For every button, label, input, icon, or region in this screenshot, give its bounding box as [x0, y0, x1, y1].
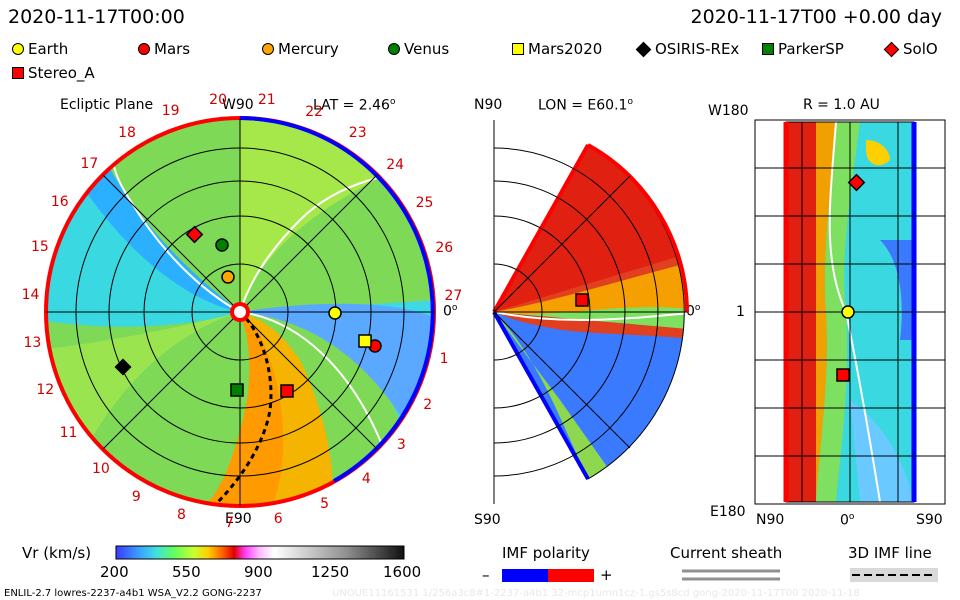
rotation-number: 6: [273, 511, 283, 528]
imf-negative-swatch: [502, 569, 548, 582]
meridional-grid: [493, 120, 687, 504]
earth-marker-icon: [12, 43, 24, 55]
parkersp-marker-icon: [762, 43, 774, 55]
colorbar-tick-1600: 1600: [383, 563, 422, 581]
rotation-number: 12: [36, 382, 55, 399]
mars-marker-icon: [138, 43, 150, 55]
rotation-number: 18: [118, 124, 136, 141]
imf-plus-label: +: [600, 566, 613, 584]
rotation-number: 2: [423, 396, 433, 413]
rotation-number: 11: [59, 424, 78, 441]
colorbar-tick-1250: 1250: [311, 563, 350, 581]
rotation-number: 26: [435, 239, 454, 256]
rotation-number: 23: [348, 125, 367, 142]
stereo-a-marker-icon: [12, 67, 24, 79]
longitude-label: LON = E60.1o: [538, 97, 633, 114]
colorbar-tick-200: 200: [100, 563, 129, 581]
legend-venus: Venus: [388, 40, 449, 58]
earth-icon: [328, 306, 342, 320]
mercury-icon: [221, 270, 235, 284]
radial-x-left-label: N90: [756, 512, 785, 528]
meridional-bottom-label: S90: [474, 512, 501, 528]
rotation-number: 16: [50, 194, 69, 211]
rotation-number: 5: [320, 496, 329, 513]
rotation-number: 22: [305, 103, 324, 120]
osiris-rex-icon: [114, 358, 132, 376]
ecliptic-right-label: 0o: [443, 303, 458, 320]
colorbar-label: Vr (km/s): [22, 544, 92, 562]
radial-top-left-label: W180: [708, 103, 749, 119]
legend-mars: Mars: [138, 40, 190, 58]
mars2020-icon: [358, 334, 372, 348]
rotation-number: 15: [30, 238, 49, 255]
radial-mid-label: 1: [736, 304, 745, 320]
imf-line-label: 3D IMF line: [848, 544, 932, 562]
radial-earth-icon: [841, 305, 855, 319]
ecliptic-top-label: W90: [222, 97, 254, 113]
mercury-marker-icon: [262, 43, 274, 55]
mars2020-marker-icon: [512, 43, 524, 55]
rotation-number: 14: [21, 286, 40, 303]
rotation-number: 10: [92, 461, 110, 478]
legend-mars2020: Mars2020: [512, 40, 602, 58]
imf-minus-label: –: [482, 566, 490, 584]
colorbar-tick-550: 550: [172, 563, 201, 581]
ecliptic-bottom-label: E90: [225, 511, 252, 527]
meridional-top-label: N90: [474, 97, 503, 113]
radial-bottom-left-label: E180: [710, 504, 746, 520]
left-timestamp: 2020-11-17T00:00: [8, 6, 185, 28]
rotation-number: 7: [225, 514, 235, 531]
rotation-number: 4: [361, 471, 371, 488]
rotation-number: 8: [177, 507, 186, 524]
rotation-number: 1: [439, 350, 449, 367]
legend-stereo-a: Stereo_A: [12, 64, 95, 82]
radial-stereo-a-icon: [836, 368, 850, 382]
rotation-number: 13: [23, 335, 42, 352]
radial-grid: [754, 119, 946, 505]
rotation-number: 19: [161, 103, 180, 120]
legend-osiris-rex: OSIRIS-REx: [635, 40, 739, 58]
meridional-stereo-a-icon: [575, 293, 589, 307]
footer-run-info: UNOUE11161531 1/256a3c8#1-2237-a4b1 32-m…: [332, 588, 860, 599]
rotation-number: 17: [80, 155, 99, 172]
meridional-right-label: 0o: [686, 303, 701, 320]
rotation-number: 25: [415, 195, 434, 212]
venus-marker-icon: [388, 43, 400, 55]
radial-x-mid-label: 0o: [840, 512, 855, 529]
ecliptic-plane-title: Ecliptic Plane: [60, 97, 154, 113]
rotation-number: 9: [131, 489, 141, 506]
latitude-label: LAT = 2.46o: [313, 97, 396, 114]
colorbar: [115, 545, 405, 560]
legend-parkersp: ParkerSP: [762, 40, 844, 58]
venus-icon: [215, 238, 229, 252]
legend-solo: SolO: [883, 40, 938, 58]
right-timestamp: 2020-11-17T00 +0.00 day: [690, 6, 942, 28]
radial-x-right-label: S90: [916, 512, 943, 528]
imf-positive-swatch: [548, 569, 594, 582]
rotation-number: 21: [257, 92, 276, 109]
footer-model-info: ENLIL-2.7 lowres-2237-a4b1 WSA_V2.2 GONG…: [4, 588, 262, 599]
radius-label: R = 1.0 AU: [803, 97, 880, 113]
legend-earth: Earth: [12, 40, 68, 58]
rotation-number: 3: [396, 437, 406, 454]
legend-mercury: Mercury: [262, 40, 339, 58]
imf-polarity-title: IMF polarity: [502, 544, 590, 562]
stereo-a-icon: [280, 384, 294, 398]
colorbar-tick-900: 900: [244, 563, 273, 581]
radial-solo-icon: [847, 173, 866, 192]
rotation-number: 24: [386, 156, 405, 173]
parkersp-icon: [230, 383, 244, 397]
rotation-number: 20: [209, 92, 227, 109]
solo-icon: [185, 225, 204, 244]
rotation-number: 27: [444, 287, 463, 304]
current-sheath-label: Current sheath: [670, 544, 783, 562]
